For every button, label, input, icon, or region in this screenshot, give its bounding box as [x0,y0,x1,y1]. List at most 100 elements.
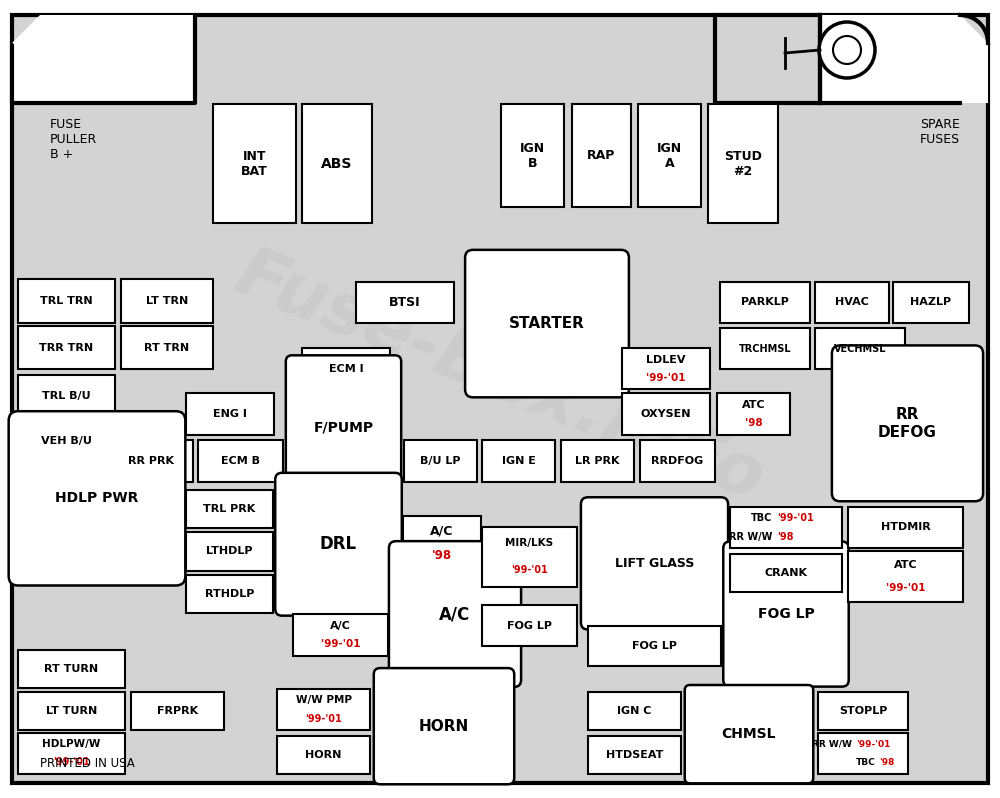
Text: LDLEV: LDLEV [646,354,686,365]
Text: LT TURN: LT TURN [46,706,97,716]
Text: '98: '98 [777,531,794,542]
Text: IGN
B: IGN B [520,141,545,170]
Text: TBC: TBC [856,758,876,767]
Bar [561,440,634,482]
Bar [18,692,125,730]
FancyBboxPatch shape [832,346,983,501]
FancyBboxPatch shape [581,497,728,630]
Polygon shape [12,15,195,103]
Text: ATC: ATC [742,400,765,410]
Bar [720,282,810,323]
Polygon shape [820,15,988,103]
Text: DRL: DRL [320,535,357,553]
Text: FRPRK: FRPRK [157,706,198,716]
Bar [108,440,193,482]
Bar [277,689,370,730]
Bar [638,104,701,207]
Text: A/C: A/C [330,621,351,631]
Text: F/PUMP: F/PUMP [313,421,374,434]
Text: INT
BAT: INT BAT [241,149,268,178]
Bar [708,104,778,223]
Bar [293,614,388,656]
Text: TRR TRN: TRR TRN [39,342,94,353]
Text: CRANK: CRANK [765,568,808,578]
Text: B/U LP: B/U LP [420,456,461,466]
Bar [730,554,842,592]
Text: CHMSL: CHMSL [722,727,776,741]
Text: '99-'01: '99-'01 [321,639,360,650]
Bar [893,282,969,323]
FancyBboxPatch shape [389,541,521,687]
Text: VECHMSL: VECHMSL [834,344,886,354]
Text: HORN: HORN [419,719,469,733]
Text: BTSI: BTSI [389,296,421,309]
Bar [18,421,115,462]
Text: RR PRK: RR PRK [128,456,174,466]
Text: '99-'01: '99-'01 [856,740,890,749]
Bar [186,393,274,435]
Text: STUD
#2: STUD #2 [724,149,762,178]
Text: Fuse-Box.inFo: Fuse-Box.inFo [225,240,775,516]
Text: TRL B/U: TRL B/U [42,391,91,401]
Text: A/C: A/C [439,605,471,623]
Text: ECM B: ECM B [221,456,260,466]
Text: HVAC: HVAC [835,298,869,307]
Bar [121,279,213,323]
Text: HORN: HORN [305,750,342,760]
Text: TRL PRK: TRL PRK [203,504,256,514]
Text: RTHDLP: RTHDLP [205,589,254,598]
Text: STOPLP: STOPLP [839,706,887,716]
Text: RT TURN: RT TURN [44,664,99,674]
Text: RRDFOG: RRDFOG [651,456,704,466]
Text: TRCHMSL: TRCHMSL [739,344,791,354]
FancyBboxPatch shape [465,250,629,397]
Bar [186,490,273,528]
Text: ATC: ATC [894,560,917,570]
Text: PRINTED IN USA: PRINTED IN USA [40,757,135,770]
FancyBboxPatch shape [374,668,514,784]
Bar [848,507,963,548]
Text: '99-'01: '99-'01 [886,583,925,593]
Text: '98: '98 [432,549,452,562]
Bar [403,516,481,571]
Bar [302,348,390,389]
Text: TRL TRN: TRL TRN [40,296,93,306]
Text: HTDSEAT: HTDSEAT [606,750,663,760]
Text: '98: '98 [879,758,895,767]
Bar [302,104,372,223]
PathPatch shape [12,15,988,783]
Text: ECM I: ECM I [329,364,363,373]
Text: '99-'01: '99-'01 [305,713,342,724]
FancyBboxPatch shape [275,473,402,615]
Text: IGN C: IGN C [617,706,652,716]
FancyBboxPatch shape [723,542,849,686]
Bar [482,605,577,646]
Text: RR
DEFOG: RR DEFOG [878,407,937,440]
FancyBboxPatch shape [685,685,813,784]
Bar [818,692,908,730]
Bar [501,104,564,207]
Bar [131,692,224,730]
Bar [186,532,273,571]
Text: HDLPW/W: HDLPW/W [42,739,101,749]
Text: '98: '98 [745,418,762,429]
Bar [18,733,125,774]
Bar [18,326,115,369]
Text: PARKLP: PARKLP [741,298,789,307]
Text: IGN
A: IGN A [657,141,682,170]
Bar [848,551,963,602]
FancyBboxPatch shape [286,355,401,500]
Bar [720,328,810,369]
Text: LR PRK: LR PRK [575,456,620,466]
Text: TBC: TBC [751,513,773,523]
Bar [198,440,283,482]
Bar [213,104,296,223]
Bar [588,692,681,730]
Bar [622,393,710,435]
Text: '99-'01: '99-'01 [646,373,686,383]
Bar [622,348,710,389]
Text: FUSE
PULLER
B +: FUSE PULLER B + [50,118,97,161]
Bar [186,575,273,613]
Text: '99-'01: '99-'01 [777,513,814,523]
Text: IGN E: IGN E [502,456,535,466]
